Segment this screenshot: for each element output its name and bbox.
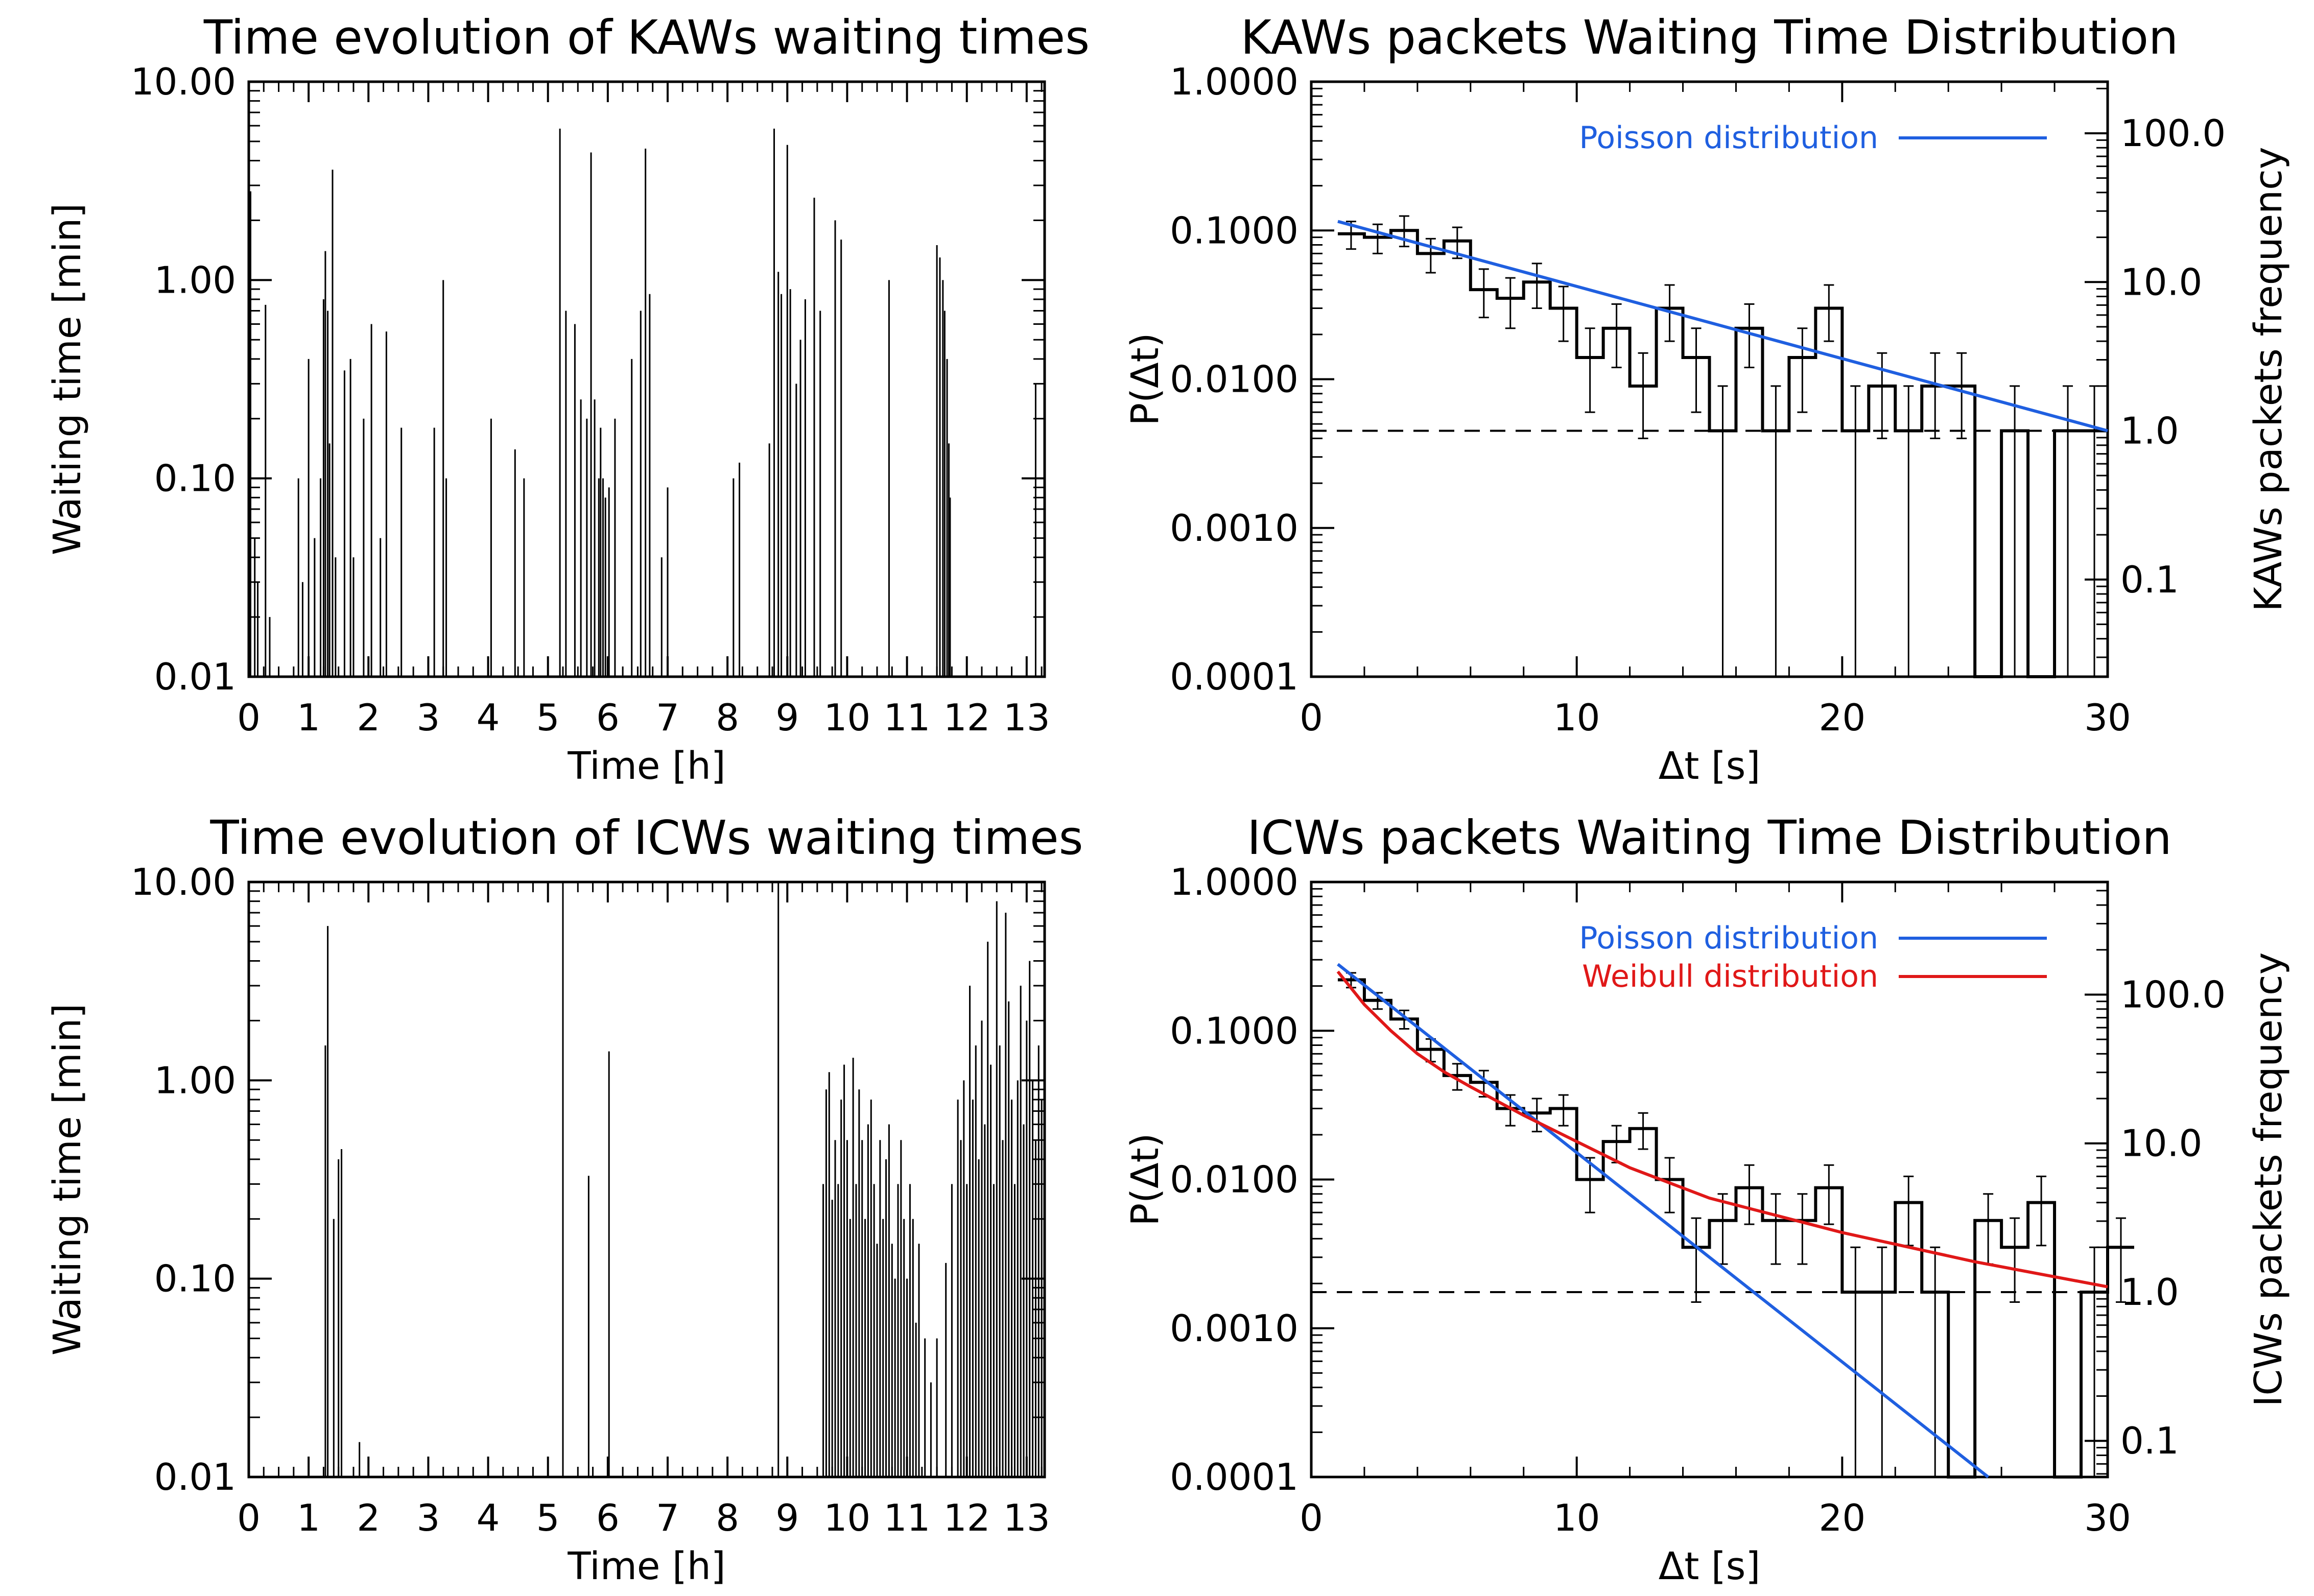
- x-axis-label: Time [h]: [567, 744, 725, 788]
- y-tick-label: 1.00: [154, 1059, 236, 1102]
- y-tick-label: 10.00: [131, 861, 236, 903]
- x-tick-label: 0: [237, 1496, 261, 1539]
- plot-frame: [1310, 80, 2109, 678]
- x-tick-label: 4: [477, 696, 500, 739]
- x-axis-label: Δt [s]: [1659, 1544, 1760, 1588]
- right-tick-label: 0.1: [2120, 1419, 2179, 1462]
- y-tick-label: 0.0100: [1170, 1158, 1298, 1201]
- x-tick-label: 13: [1003, 696, 1050, 739]
- y-tick-label: 1.00: [154, 258, 236, 301]
- x-tick-label: 3: [417, 696, 440, 739]
- x-tick-label: 30: [2084, 696, 2131, 739]
- y-tick-label: 0.0010: [1170, 507, 1298, 550]
- right-tick-label: 100.0: [2120, 112, 2226, 155]
- fit-curve-poisson: [1337, 220, 2108, 433]
- chart-title: Time evolution of KAWs waiting times: [203, 10, 1090, 65]
- chart-title: ICWs packets Waiting Time Distribution: [1247, 811, 2171, 865]
- x-tick-label: 0: [1300, 696, 1323, 739]
- x-tick-label: 13: [1003, 1496, 1050, 1539]
- x-tick-label: 6: [596, 1496, 620, 1539]
- right-axis-label: ICWs packets frequency: [2247, 952, 2291, 1407]
- x-tick-label: 4: [477, 1496, 500, 1539]
- x-tick-label: 20: [1819, 1496, 1866, 1539]
- kaws-distribution-panel: KAWs packets Waiting Time Distribution 0 1…: [1123, 10, 2291, 788]
- right-tick-label: 10.0: [2120, 260, 2202, 303]
- x-tick-label: 2: [357, 1496, 380, 1539]
- x-tick-label: 10: [1553, 1496, 1600, 1539]
- y-tick-label: 0.0100: [1170, 358, 1298, 401]
- x-tick-label: 0: [237, 696, 261, 739]
- right-tick-label: 1.0: [2120, 410, 2179, 452]
- x-tick-label: 7: [656, 1496, 679, 1539]
- y-axis-label: Waiting time [min]: [45, 1004, 89, 1355]
- x-tick-label: 7: [656, 696, 679, 739]
- y-tick-label: 0.10: [154, 457, 236, 500]
- y-tick-label: 0.0001: [1170, 1456, 1298, 1498]
- x-tick-label: 1: [297, 1496, 320, 1539]
- legend-label: Poisson distribution: [1579, 920, 1878, 956]
- y-tick-label: 10.00: [131, 60, 236, 103]
- x-tick-label: 10: [824, 696, 871, 739]
- y-axis-label: P(Δt): [1123, 332, 1167, 425]
- x-tick-label: 20: [1819, 696, 1866, 739]
- y-tick-label: 0.0010: [1170, 1307, 1298, 1350]
- right-tick-label: 10.0: [2120, 1122, 2202, 1165]
- x-tick-label: 11: [884, 1496, 931, 1539]
- x-tick-label: 10: [824, 1496, 871, 1539]
- right-tick-label: 0.1: [2120, 558, 2179, 601]
- y-axis-label: P(Δt): [1123, 1133, 1167, 1226]
- fit-curve-poisson: [1337, 963, 1990, 1479]
- x-tick-label: 8: [716, 696, 739, 739]
- right-tick-label: 1.0: [2120, 1271, 2179, 1314]
- y-tick-label: 1.0000: [1170, 861, 1298, 903]
- x-tick-label: 0: [1300, 1496, 1323, 1539]
- y-tick-label: 0.10: [154, 1257, 236, 1300]
- x-tick-label: 12: [943, 1496, 990, 1539]
- x-tick-label: 12: [943, 696, 990, 739]
- x-tick-label: 9: [775, 1496, 799, 1539]
- x-tick-label: 10: [1553, 696, 1600, 739]
- x-axis-label: Time [h]: [567, 1544, 725, 1588]
- legend-label: Weibull distribution: [1582, 959, 1878, 994]
- fit-curve-weibull: [1336, 970, 2108, 1289]
- right-axis-label: KAWs packets frequency: [2247, 147, 2291, 611]
- x-tick-label: 5: [536, 696, 560, 739]
- y-tick-label: 0.1000: [1170, 1009, 1298, 1052]
- y-tick-label: 0.01: [154, 1456, 236, 1498]
- x-tick-label: 5: [536, 1496, 560, 1539]
- x-tick-label: 9: [775, 696, 799, 739]
- plot-frame: [1310, 880, 2109, 1479]
- icws-distribution-panel: ICWs packets Waiting Time Distribution 0 1…: [1123, 811, 2291, 1588]
- right-tick-label: 100.0: [2120, 973, 2226, 1016]
- x-tick-label: 3: [417, 1496, 440, 1539]
- histogram-step: [1337, 229, 2108, 678]
- x-tick-label: 6: [596, 696, 620, 739]
- x-tick-label: 2: [357, 696, 380, 739]
- x-axis-label: Δt [s]: [1659, 744, 1760, 788]
- x-tick-label: 1: [297, 696, 320, 739]
- y-axis-label: Waiting time [min]: [45, 203, 89, 555]
- y-tick-label: 0.1000: [1170, 209, 1298, 252]
- legend-label: Poisson distribution: [1579, 120, 1878, 156]
- plot-frame: [247, 80, 1046, 678]
- chart-title: Time evolution of ICWs waiting times: [209, 811, 1083, 865]
- x-tick-label: 8: [716, 1496, 739, 1539]
- chart-title: KAWs packets Waiting Time Distribution: [1241, 10, 2179, 65]
- x-tick-label: 30: [2084, 1496, 2131, 1539]
- y-tick-label: 0.0001: [1170, 655, 1298, 698]
- x-tick-label: 11: [884, 696, 931, 739]
- y-tick-label: 0.01: [154, 655, 236, 698]
- y-tick-label: 1.0000: [1170, 60, 1298, 103]
